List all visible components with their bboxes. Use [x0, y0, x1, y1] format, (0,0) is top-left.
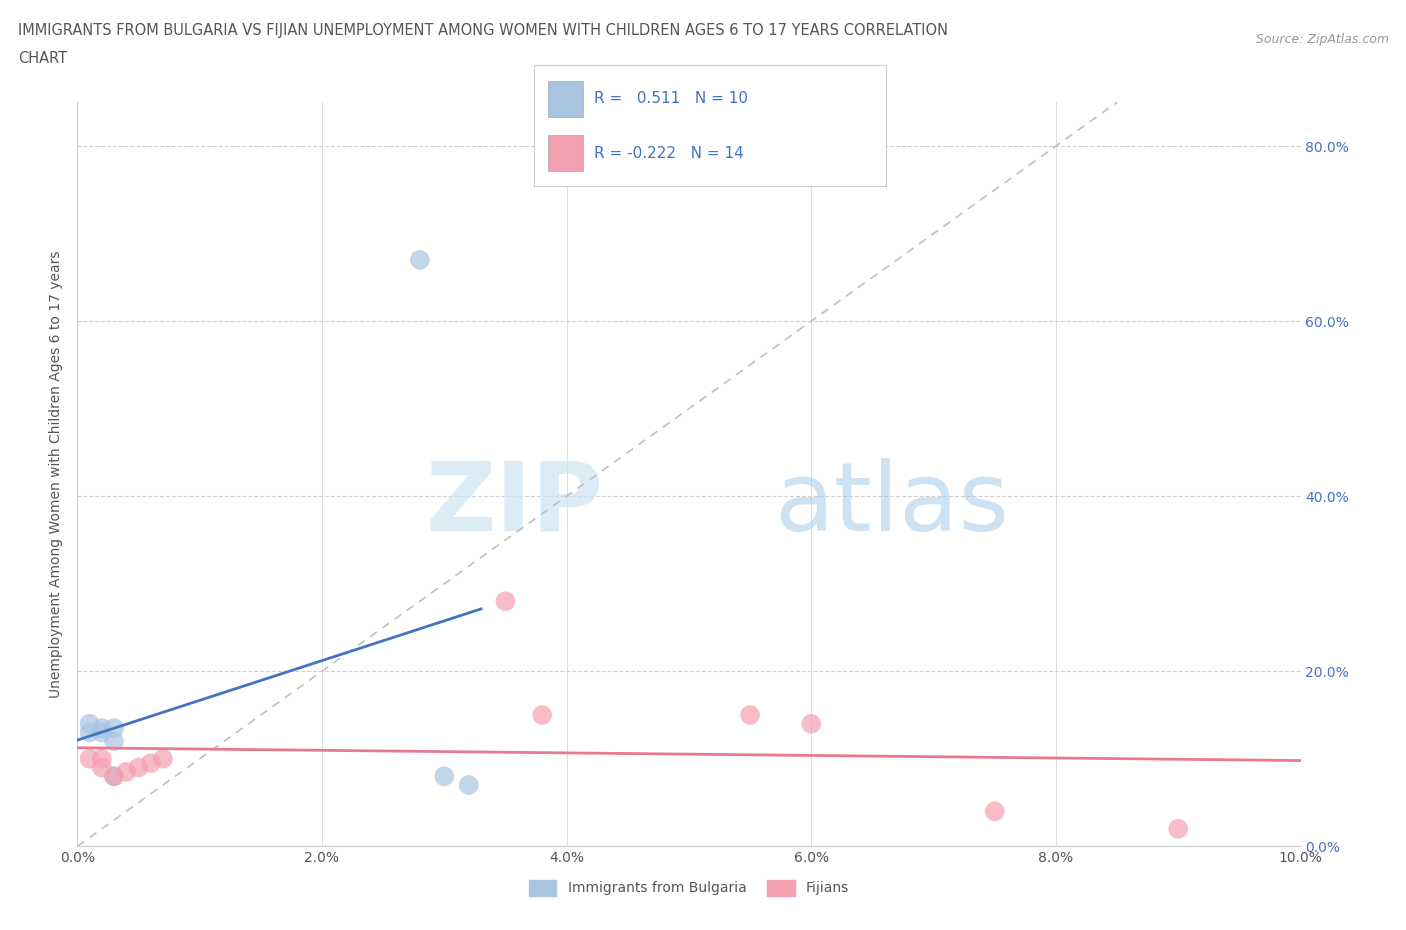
- Point: [90, 725, 112, 740]
- Point: [495, 593, 517, 608]
- FancyBboxPatch shape: [548, 135, 583, 171]
- Point: [1167, 821, 1189, 836]
- FancyBboxPatch shape: [548, 81, 583, 117]
- Point: [152, 751, 174, 766]
- Point: [103, 734, 125, 749]
- Point: [409, 252, 432, 267]
- Text: R =   0.511   N = 10: R = 0.511 N = 10: [593, 91, 748, 106]
- Text: IMMIGRANTS FROM BULGARIA VS FIJIAN UNEMPLOYMENT AMONG WOMEN WITH CHILDREN AGES 6: IMMIGRANTS FROM BULGARIA VS FIJIAN UNEMP…: [18, 23, 948, 38]
- Legend: Immigrants from Bulgaria, Fijians: Immigrants from Bulgaria, Fijians: [522, 872, 856, 903]
- Point: [800, 716, 823, 731]
- Point: [139, 756, 162, 771]
- Point: [984, 804, 1007, 818]
- Point: [127, 760, 149, 775]
- Point: [740, 708, 762, 723]
- Point: [79, 725, 101, 740]
- Point: [457, 777, 479, 792]
- Point: [79, 751, 101, 766]
- Point: [103, 769, 125, 784]
- Text: R = -0.222   N = 14: R = -0.222 N = 14: [593, 146, 744, 161]
- Point: [531, 708, 554, 723]
- Point: [103, 769, 125, 784]
- Point: [90, 721, 112, 736]
- Point: [115, 764, 138, 779]
- Point: [90, 760, 112, 775]
- Text: atlas: atlas: [775, 458, 1010, 551]
- Point: [90, 751, 112, 766]
- Point: [103, 721, 125, 736]
- Text: CHART: CHART: [18, 51, 67, 66]
- Y-axis label: Unemployment Among Women with Children Ages 6 to 17 years: Unemployment Among Women with Children A…: [49, 250, 63, 698]
- Point: [433, 769, 456, 784]
- Text: ZIP: ZIP: [426, 458, 603, 551]
- Text: Source: ZipAtlas.com: Source: ZipAtlas.com: [1256, 33, 1389, 46]
- Point: [79, 716, 101, 731]
